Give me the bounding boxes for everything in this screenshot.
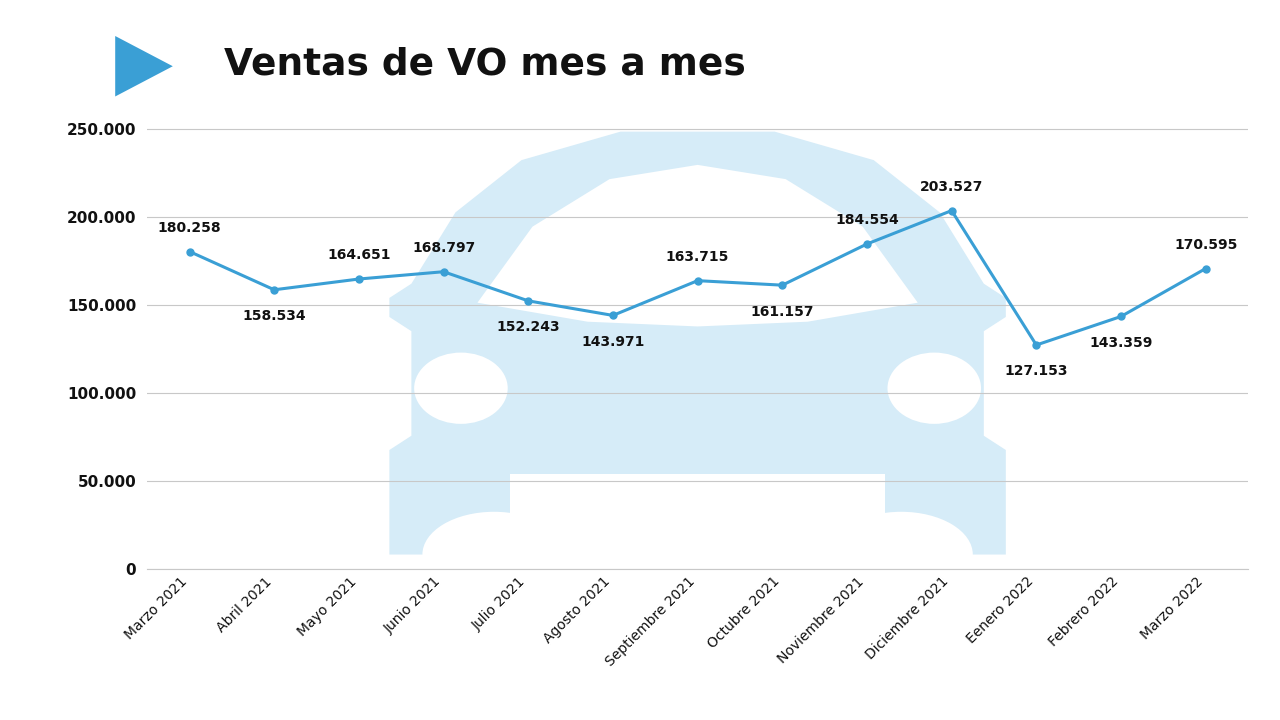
Text: 170.595: 170.595 [1174,238,1238,252]
Text: 127.153: 127.153 [1005,364,1068,379]
Text: 164.651: 164.651 [328,248,390,262]
Text: 158.534: 158.534 [242,309,306,323]
Text: 163.715: 163.715 [666,250,730,264]
Text: 203.527: 203.527 [920,180,983,194]
Polygon shape [389,132,1006,554]
Ellipse shape [887,353,980,424]
Text: 180.258: 180.258 [157,221,221,235]
Text: 152.243: 152.243 [497,320,561,334]
Text: 184.554: 184.554 [835,213,899,228]
Ellipse shape [422,512,566,598]
Text: 168.797: 168.797 [412,241,475,255]
Text: 143.971: 143.971 [581,335,645,349]
Polygon shape [511,474,884,554]
Text: Ventas de VO mes a mes: Ventas de VO mes a mes [224,47,746,83]
Text: 161.157: 161.157 [750,305,814,319]
Text: 143.359: 143.359 [1089,336,1153,350]
Ellipse shape [829,512,973,598]
Polygon shape [477,165,918,326]
Ellipse shape [415,353,508,424]
